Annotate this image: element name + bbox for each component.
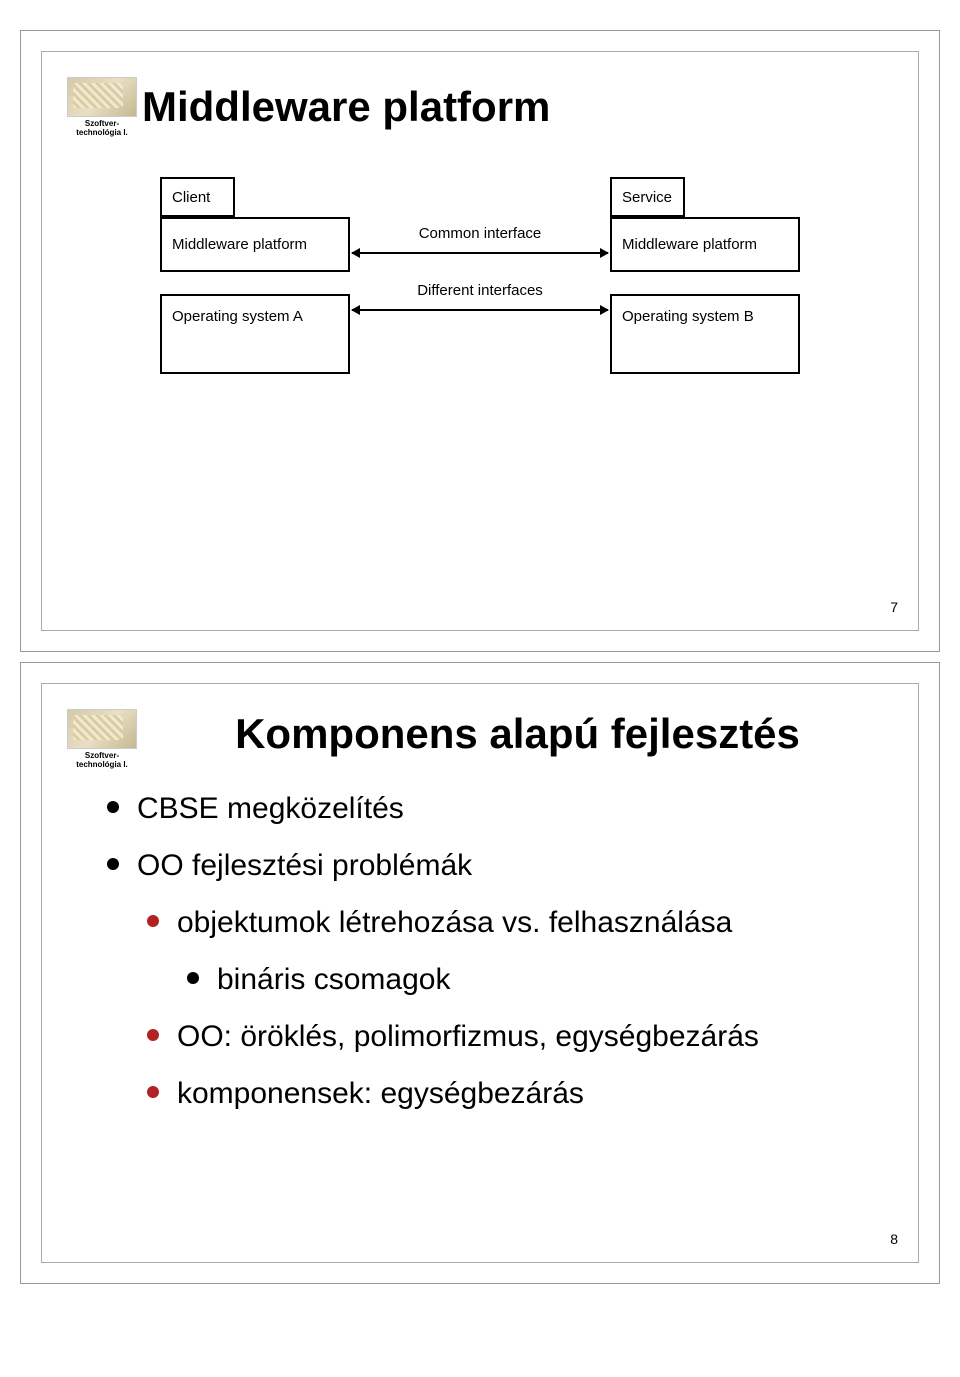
bullet-item: CBSE megközelítés [107,789,893,828]
slide-2-title: Komponens alapú fejlesztés [142,709,893,759]
slide-2-container: Szoftver-technológia I. Komponens alapú … [20,662,940,1284]
bullet-item: objektumok létrehozása vs. felhasználása [147,903,893,942]
os-b-box: Operating system B [610,294,800,374]
slide-1-container: Szoftver-technológia I. Middleware platf… [20,30,940,652]
os-a-box: Operating system A [160,294,350,374]
annotation-different-interfaces: Different interfaces [390,282,570,299]
bullet-dot-icon [107,801,119,813]
bullet-text: OO fejlesztési problémák [137,846,472,885]
logo-block-2: Szoftver-technológia I. [67,709,137,769]
logo-caption-2: Szoftver-technológia I. [67,751,137,769]
slide-1-header: Szoftver-technológia I. Middleware platf… [67,77,893,137]
bullet-dot-icon [187,972,199,984]
diagram-left-stack: Client Middleware platform Operating sys… [160,177,350,374]
service-box: Service [610,177,685,217]
bullet-item: OO fejlesztési problémák [107,846,893,885]
arrow-different-interfaces [352,309,608,311]
bullet-text: OO: öröklés, polimorfizmus, egységbezárá… [177,1017,759,1056]
bullet-text: CBSE megközelítés [137,789,404,828]
arrow-common-interface [352,252,608,254]
middleware-left-box: Middleware platform [160,217,350,272]
bullet-list: CBSE megközelítés OO fejlesztési problém… [107,789,893,1113]
bullet-dot-icon [147,1086,159,1098]
logo-caption: Szoftver-technológia I. [67,119,137,137]
middleware-diagram: Client Middleware platform Operating sys… [130,177,830,457]
slide-2-inner: Szoftver-technológia I. Komponens alapú … [41,683,919,1263]
page-number-2: 8 [890,1231,898,1247]
middleware-right-box: Middleware platform [610,217,800,272]
slide-1-inner: Szoftver-technológia I. Middleware platf… [41,51,919,631]
diagram-right-stack: Service Middleware platform Operating sy… [610,177,800,374]
bullet-dot-icon [107,858,119,870]
slide-2-header: Szoftver-technológia I. Komponens alapú … [67,709,893,769]
bullet-text: objektumok létrehozása vs. felhasználása [177,903,732,942]
bullet-item: bináris csomagok [187,960,893,999]
logo-block: Szoftver-technológia I. [67,77,137,137]
bullet-text: bináris csomagok [217,960,450,999]
bullet-text: komponensek: egységbezárás [177,1074,584,1113]
bullet-dot-icon [147,1029,159,1041]
page-number-1: 7 [890,599,898,615]
annotation-common-interface: Common interface [390,225,570,242]
slide-1-title: Middleware platform [142,83,550,131]
bullet-dot-icon [147,915,159,927]
logo-icon [67,77,137,117]
client-box: Client [160,177,235,217]
logo-icon-2 [67,709,137,749]
bullet-item: komponensek: egységbezárás [147,1074,893,1113]
bullet-item: OO: öröklés, polimorfizmus, egységbezárá… [147,1017,893,1056]
